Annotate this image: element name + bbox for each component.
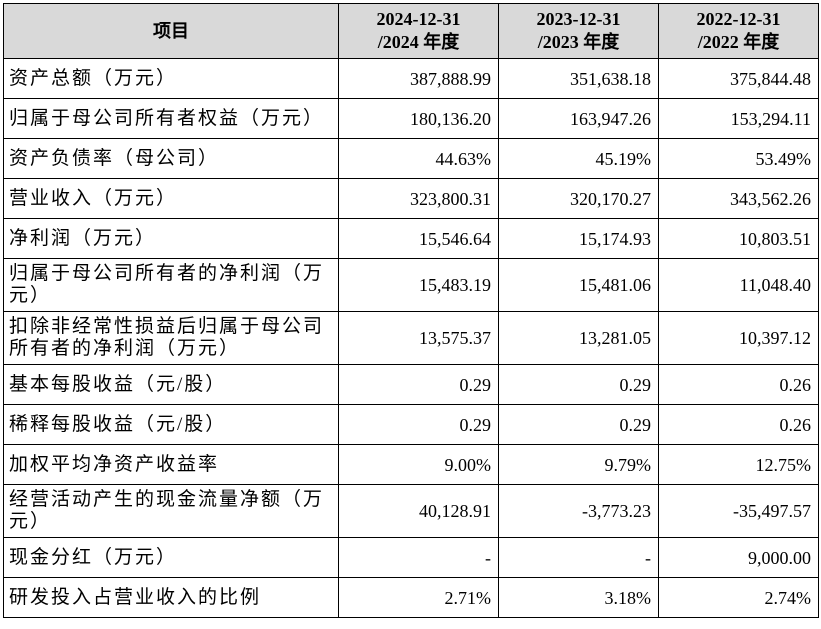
value-cell: -35,497.57 [658,484,819,538]
table-row: 资产负债率（母公司） 44.63% 45.19% 53.49% [3,138,819,179]
row-label: 经营活动产生的现金流量净额（万元） [3,484,339,538]
value-cell: 15,483.19 [338,258,499,312]
financial-table: 项目 2024-12-31/2024 年度 2023-12-31/2023 年度 20… [3,3,819,618]
table-row: 稀释每股收益（元/股） 0.29 0.29 0.26 [3,404,819,445]
table-row: 研发投入占营业收入的比例 2.71% 3.18% 2.74% [3,577,819,618]
value-cell: 53.49% [658,138,819,179]
row-label: 加权平均净资产收益率 [3,444,339,485]
value-cell: 0.26 [658,404,819,445]
header-line: 2023-12-31 [536,9,621,29]
value-cell: 44.63% [338,138,499,179]
value-cell: 0.26 [658,364,819,405]
value-cell: 10,803.51 [658,218,819,259]
value-cell: 153,294.11 [658,98,819,139]
value-cell: 2.71% [338,577,499,618]
row-label: 资产负债率（母公司） [3,138,339,179]
value-cell: 180,136.20 [338,98,499,139]
header-line: /2024 年度 [377,32,460,52]
header-cell: 2024-12-31/2024 年度 [338,3,499,59]
value-cell: 320,170.27 [498,178,659,219]
header-row: 项目 2024-12-31/2024 年度 2023-12-31/2023 年度 20… [3,3,819,59]
value-cell: 9.00% [338,444,499,485]
value-cell: 387,888.99 [338,58,499,99]
value-cell: 11,048.40 [658,258,819,312]
row-label: 净利润（万元） [3,218,339,259]
value-cell: 15,481.06 [498,258,659,312]
table-row: 资产总额（万元） 387,888.99 351,638.18 375,844.48 [3,58,819,99]
value-cell: 3.18% [498,577,659,618]
value-cell: -3,773.23 [498,484,659,538]
value-cell: 0.29 [338,364,499,405]
table-row: 加权平均净资产收益率 9.00% 9.79% 12.75% [3,444,819,485]
row-label: 归属于母公司所有者的净利润（万元） [3,258,339,312]
value-cell: 343,562.26 [658,178,819,219]
header-cell: 项目 [3,3,339,59]
value-cell: 9.79% [498,444,659,485]
value-cell: 13,575.37 [338,311,499,365]
header-cell: 2023-12-31/2023 年度 [498,3,659,59]
table-row: 归属于母公司所有者的净利润（万元） 15,483.19 15,481.06 11,04… [3,258,819,312]
row-label: 归属于母公司所有者权益（万元） [3,98,339,139]
row-label: 资产总额（万元） [3,58,339,99]
value-cell: 15,546.64 [338,218,499,259]
row-label: 研发投入占营业收入的比例 [3,577,339,618]
value-cell: 375,844.48 [658,58,819,99]
table-row: 现金分红（万元） - -9,000.00 [3,537,819,578]
value-cell: 2.74% [658,577,819,618]
value-cell: 9,000.00 [658,537,819,578]
table-row: 归属于母公司所有者权益（万元） 180,136.20 163,947.26 153,2… [3,98,819,139]
row-label: 基本每股收益（元/股） [3,364,339,405]
header-line: 项目 [153,20,189,41]
table-row: 净利润（万元） 15,546.64 15,174.93 10,803.51 [3,218,819,259]
row-label: 稀释每股收益（元/股） [3,404,339,445]
value-cell: - [498,537,659,578]
value-cell: 40,128.91 [338,484,499,538]
header-line: /2022 年度 [697,32,780,52]
value-cell: 45.19% [498,138,659,179]
value-cell: 0.29 [338,404,499,445]
value-cell: 163,947.26 [498,98,659,139]
row-label: 现金分红（万元） [3,537,339,578]
table-row: 基本每股收益（元/股） 0.29 0.29 0.26 [3,364,819,405]
value-cell: 323,800.31 [338,178,499,219]
table-row: 经营活动产生的现金流量净额（万元） 40,128.91 -3,773.23 -35,4… [3,484,819,538]
row-label: 扣除非经常性损益后归属于母公司所有者的净利润（万元） [3,311,339,365]
value-cell: 15,174.93 [498,218,659,259]
value-cell: 0.29 [498,404,659,445]
header-line: 2022-12-31 [696,9,781,29]
value-cell: - [338,537,499,578]
value-cell: 13,281.05 [498,311,659,365]
header-line: 2024-12-31 [376,9,461,29]
row-label: 营业收入（万元） [3,178,339,219]
header-cell: 2022-12-31/2022 年度 [658,3,819,59]
value-cell: 351,638.18 [498,58,659,99]
table-row: 营业收入（万元） 323,800.31 320,170.27 343,562.26 [3,178,819,219]
header-line: /2023 年度 [537,32,620,52]
value-cell: 0.29 [498,364,659,405]
table-row: 扣除非经常性损益后归属于母公司所有者的净利润（万元） 13,575.37 13,28… [3,311,819,365]
value-cell: 10,397.12 [658,311,819,365]
value-cell: 12.75% [658,444,819,485]
table-body: 资产总额（万元） 387,888.99 351,638.18 375,844.48 归属… [3,58,819,618]
